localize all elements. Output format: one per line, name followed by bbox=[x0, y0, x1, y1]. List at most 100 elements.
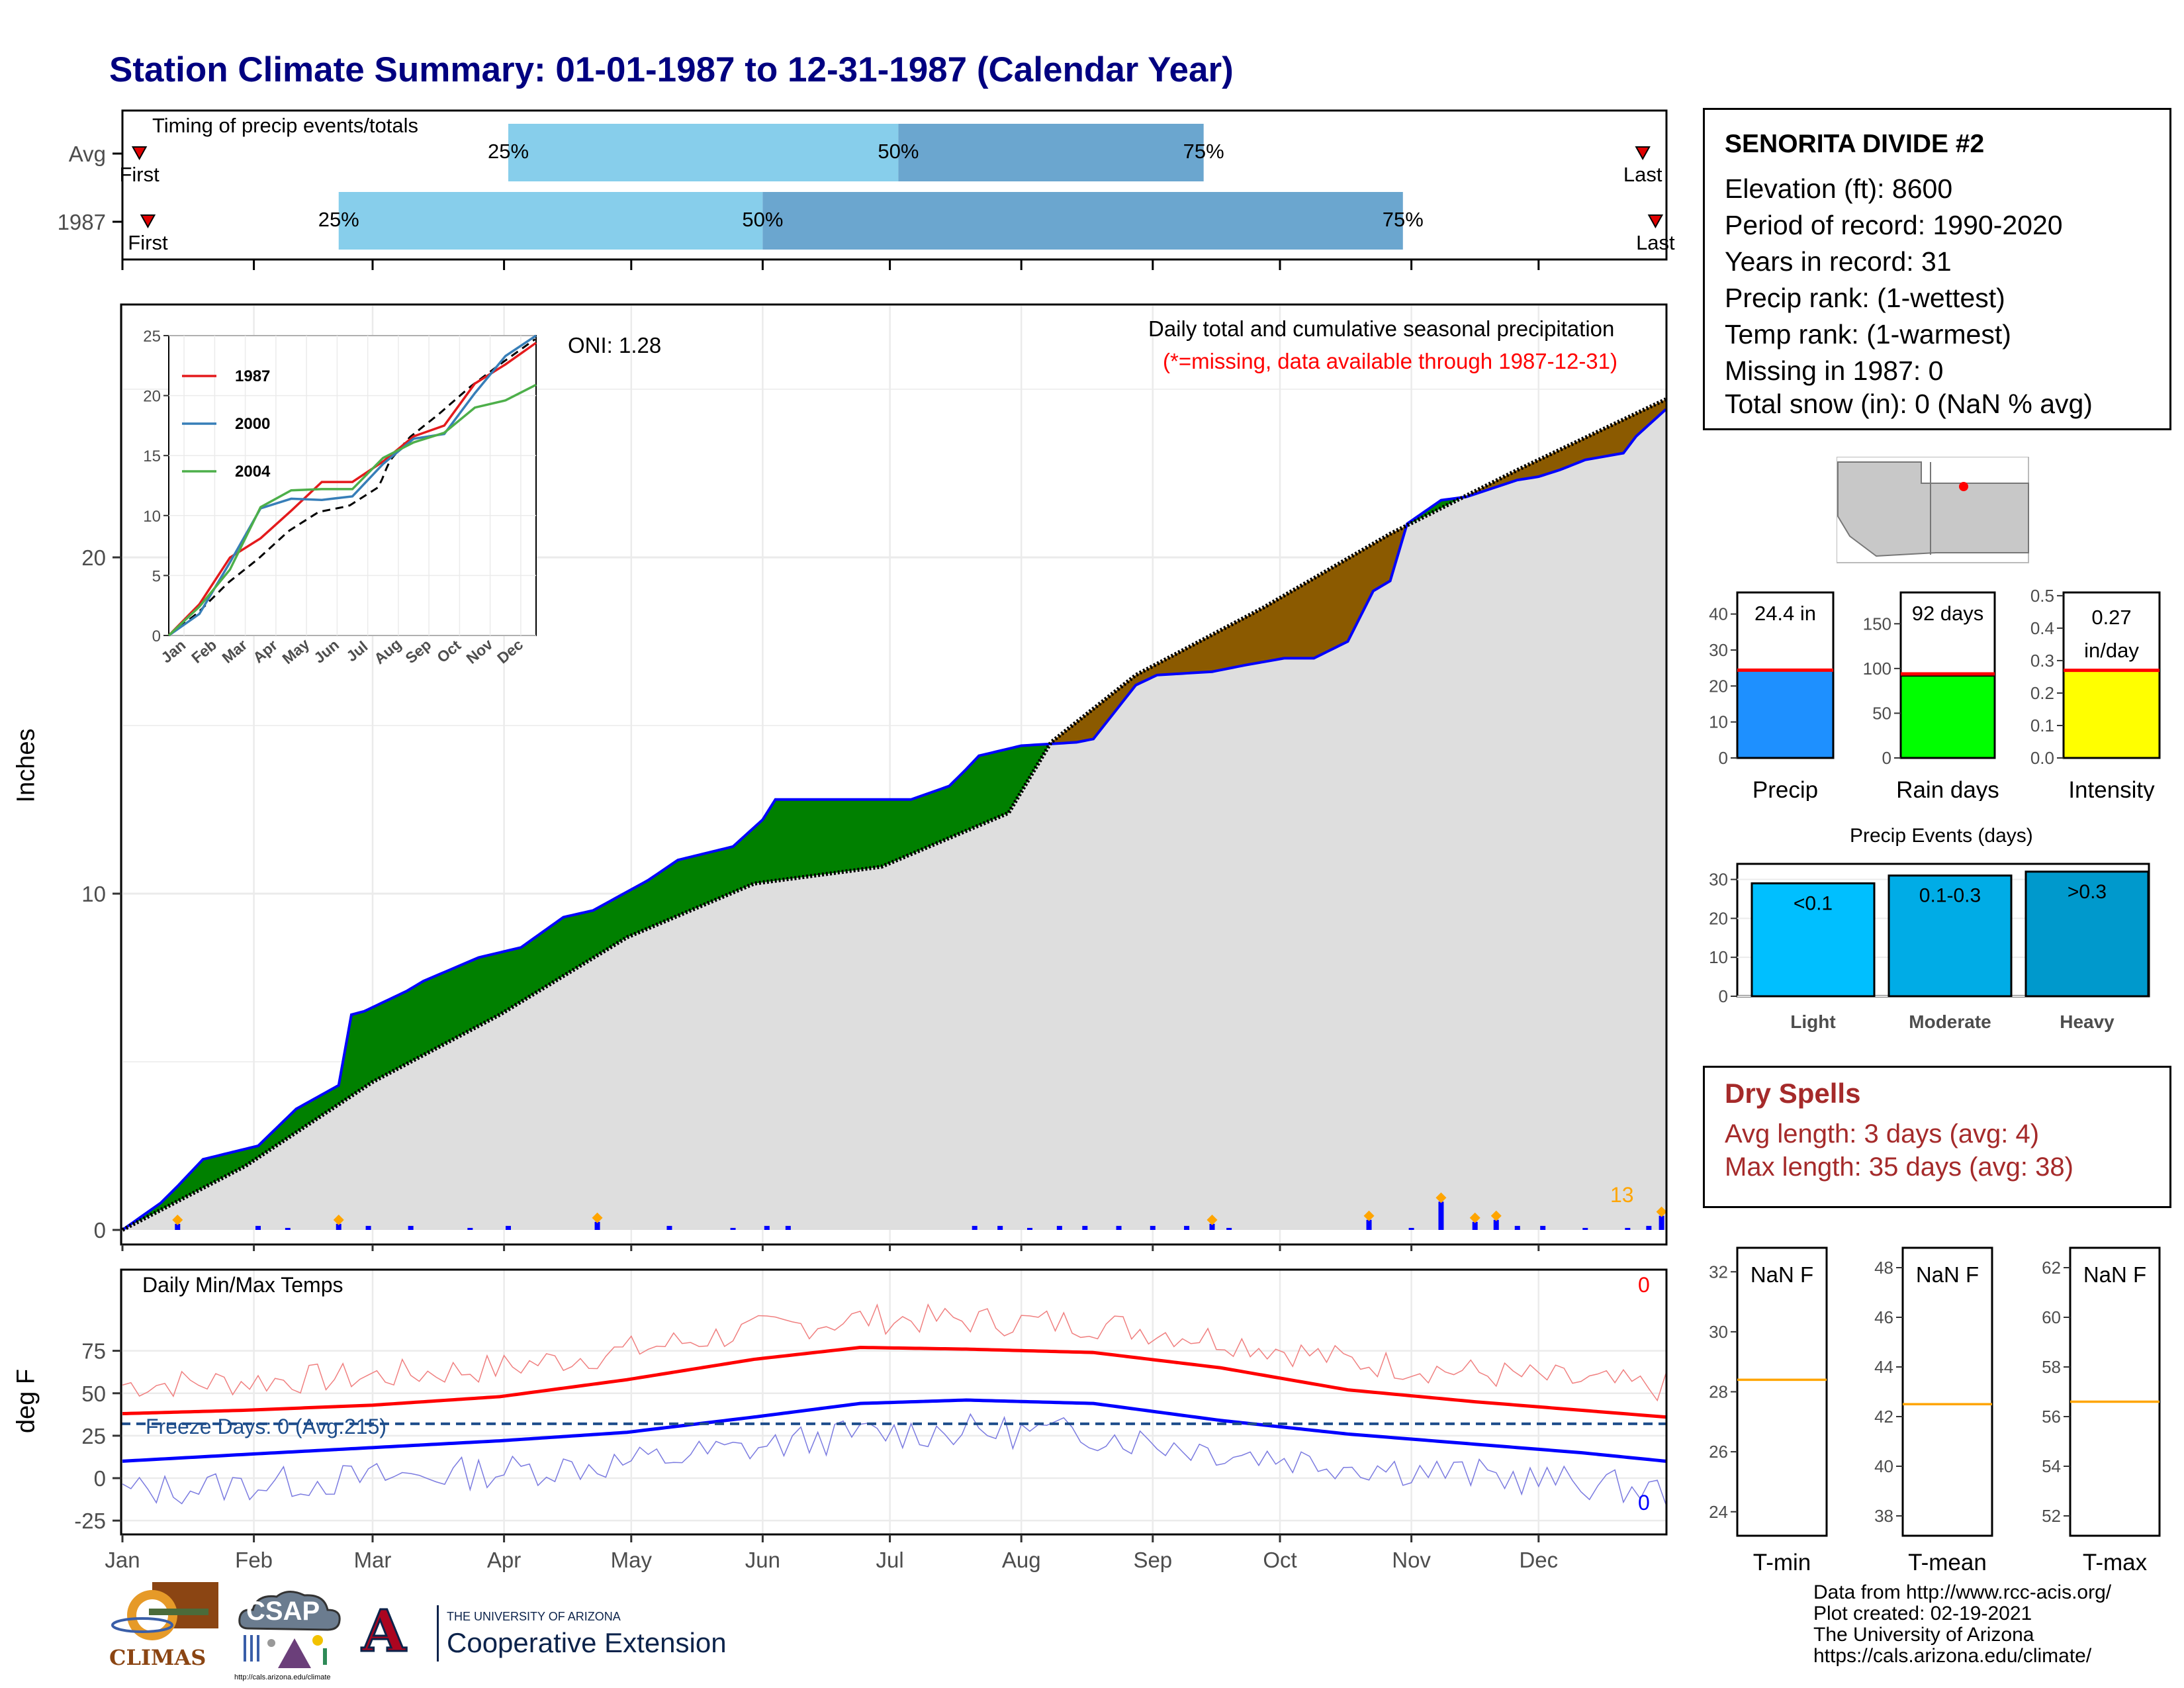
timing-last-marker bbox=[1635, 146, 1651, 161]
timing-bar-q2 bbox=[898, 124, 1204, 181]
inset-month-label: Mar bbox=[218, 636, 250, 667]
daily-precip-bar bbox=[1659, 1215, 1664, 1230]
temp-frame bbox=[120, 1268, 1668, 1536]
temp-box-label: T-mean bbox=[1908, 1550, 1987, 1575]
daily-precip-bar bbox=[764, 1225, 770, 1230]
page-title: Station Climate Summary: 01-01-1987 to 1… bbox=[109, 50, 1234, 89]
avg-min-line bbox=[122, 1398, 1666, 1463]
dry-spells-max: Max length: 35 days (avg: 38) bbox=[1725, 1152, 2073, 1182]
events-category-label: Light bbox=[1790, 1011, 1835, 1032]
daily-precip-bar bbox=[255, 1225, 261, 1230]
daily-precip-bar bbox=[997, 1225, 1003, 1230]
temp-ytick-label: 0 bbox=[94, 1466, 106, 1491]
inset-month-label: Jun bbox=[310, 636, 342, 667]
summary-ytick-label: 50 bbox=[1872, 703, 1891, 723]
temp-box-ytick-label: 40 bbox=[1874, 1456, 1893, 1476]
inset-month-label: Jan bbox=[158, 636, 189, 666]
heavy-event-marker bbox=[1206, 1214, 1218, 1225]
temp-box-ytick-label: 54 bbox=[2042, 1456, 2061, 1476]
heavy-event-marker bbox=[592, 1212, 603, 1223]
heavy-event-marker bbox=[1469, 1212, 1480, 1223]
heavy-event-marker bbox=[333, 1214, 344, 1225]
inset-ytick-label: 10 bbox=[143, 508, 161, 526]
month-axis-label: Dec bbox=[1519, 1548, 1558, 1572]
climas-logo: CLIMAS bbox=[106, 1579, 222, 1678]
month-axis-label: May bbox=[611, 1548, 653, 1572]
summary-category-label: Intensity bbox=[2068, 777, 2155, 801]
temp-ytick-label: -25 bbox=[74, 1509, 106, 1533]
daily-precip-bar bbox=[175, 1223, 181, 1230]
events-ytick-label: 10 bbox=[1709, 947, 1728, 967]
footer-data-source: Data from http://www.rcc-acis.org/ bbox=[1813, 1581, 2112, 1603]
daily-max-line bbox=[122, 1303, 1666, 1402]
station-name: SENORITA DIVIDE #2 bbox=[1725, 130, 1985, 158]
month-axis-label: Jul bbox=[876, 1548, 903, 1572]
inset-ytick-label: 20 bbox=[143, 388, 161, 406]
daily-precip-bar bbox=[365, 1225, 371, 1230]
station-snow: Total snow (in): 0 (NaN % avg) bbox=[1725, 389, 2093, 419]
month-axis-label: Aug bbox=[1002, 1548, 1041, 1572]
summary-ytick-label: 0.4 bbox=[2030, 618, 2054, 638]
inset-month-label: Aug bbox=[371, 635, 404, 668]
summary-ytick-label: 100 bbox=[1863, 659, 1891, 679]
summary-category-label: Precip bbox=[1752, 777, 1818, 801]
inset-legend-label: 2004 bbox=[235, 463, 271, 481]
event-count-label: 13 bbox=[1610, 1183, 1634, 1207]
precip-surplus-fill bbox=[122, 495, 1467, 1230]
precip-grey-fill bbox=[122, 409, 1666, 1230]
daily-precip-bar bbox=[1082, 1225, 1088, 1230]
inset-month-label: Oct bbox=[433, 636, 464, 666]
daily-precip-bar bbox=[1027, 1227, 1033, 1230]
footer-university: The University of Arizona bbox=[1813, 1624, 2034, 1646]
temp-box-ytick-label: 28 bbox=[1709, 1382, 1728, 1402]
temp-box-ytick-label: 24 bbox=[1709, 1502, 1728, 1522]
timing-last-label: Last bbox=[1636, 231, 1675, 254]
summary-bar bbox=[1899, 675, 1996, 759]
precip-chart: 0 10 20 bbox=[81, 303, 1668, 1251]
daily-precip-bar bbox=[666, 1225, 672, 1230]
avg-max-line bbox=[122, 1345, 1666, 1419]
precip-cumulative-line bbox=[121, 408, 1667, 1231]
temp-ylabel: deg F bbox=[12, 1368, 40, 1434]
timing-row-label: 1987 bbox=[58, 210, 106, 234]
timing-p75-label: 75% bbox=[1183, 140, 1224, 163]
events-ytick-label: 0 bbox=[1719, 986, 1728, 1006]
dry-spells-avg: Avg length: 3 days (avg: 4) bbox=[1725, 1119, 2040, 1149]
temp-box-label: T-min bbox=[1753, 1550, 1811, 1575]
summary-bars: 0 10 20 30 40 24.4 in Precip 0 50 100 150 92 days Ra… bbox=[1709, 586, 2161, 801]
freeze-days-label: Freeze Days: 0 (Avg:215) bbox=[146, 1415, 387, 1438]
inset-month-label: May bbox=[279, 635, 312, 667]
daily-precip-bar bbox=[285, 1227, 291, 1230]
precip-average-line bbox=[121, 397, 1667, 1232]
month-axis-label: Sep bbox=[1133, 1548, 1172, 1572]
timing-bar-q1 bbox=[508, 124, 899, 181]
inset-month-label: Apr bbox=[250, 636, 281, 666]
footer-plot-created: Plot created: 02-19-2021 bbox=[1813, 1603, 2032, 1624]
daily-precip-bar bbox=[1438, 1201, 1444, 1230]
summary-ytick-label: 150 bbox=[1863, 614, 1891, 633]
temp-box-value: NaN F bbox=[2083, 1262, 2146, 1287]
month-axis-label: Feb bbox=[235, 1548, 273, 1572]
station-info-box: SENORITA DIVIDE #2 Elevation (ft): 8600 … bbox=[1703, 108, 2171, 430]
month-axis-label: Nov bbox=[1392, 1548, 1431, 1572]
summary-value-label: 92 days bbox=[1912, 602, 1984, 625]
daily-precip-bar bbox=[1582, 1227, 1588, 1230]
daily-precip-bar bbox=[1116, 1225, 1122, 1230]
summary-ytick-label: 0 bbox=[1882, 748, 1891, 768]
daily-precip-bar bbox=[467, 1227, 473, 1230]
timing-label: Timing of precip events/totals bbox=[152, 114, 418, 137]
summary-ytick-label: 0.3 bbox=[2030, 651, 2054, 671]
inset-month-label: Feb bbox=[188, 636, 220, 667]
month-axis-label: Jun bbox=[745, 1548, 780, 1572]
csap-url-text: http://cals.arizona.edu/climate bbox=[234, 1673, 331, 1681]
daily-precip-bar bbox=[785, 1225, 791, 1230]
timing-first-marker bbox=[131, 146, 148, 161]
summary-bar bbox=[1736, 669, 1835, 759]
temp-box-ytick-label: 32 bbox=[1709, 1262, 1728, 1282]
summary-ytick-label: 20 bbox=[1709, 676, 1728, 696]
climas-logo-text: CLIMAS bbox=[109, 1645, 206, 1670]
timing-first-label: First bbox=[119, 163, 159, 186]
summary-ytick-label: 10 bbox=[1709, 712, 1728, 732]
inset-month-label: Jul bbox=[343, 637, 371, 665]
daily-precip-bar bbox=[730, 1227, 736, 1230]
